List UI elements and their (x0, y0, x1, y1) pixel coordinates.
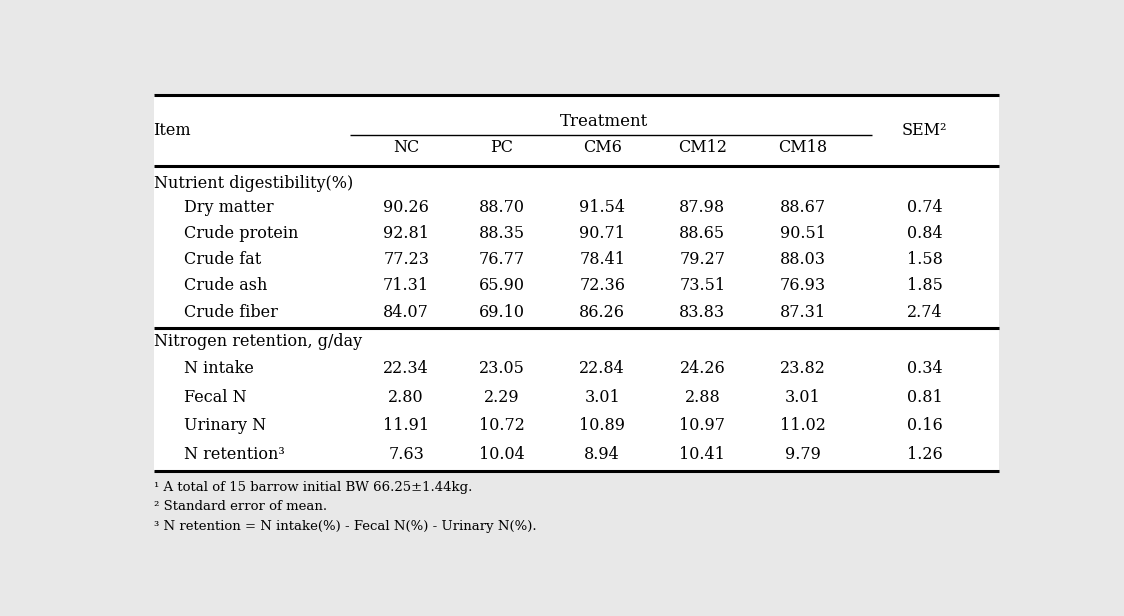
Text: 90.71: 90.71 (579, 225, 625, 242)
Text: 2.80: 2.80 (389, 389, 424, 406)
Text: 86.26: 86.26 (579, 304, 625, 320)
Text: Treatment: Treatment (560, 113, 649, 130)
Text: 0.74: 0.74 (907, 199, 942, 216)
Text: PC: PC (490, 139, 514, 156)
Text: 7.63: 7.63 (388, 446, 424, 463)
Text: 79.27: 79.27 (679, 251, 725, 269)
Text: Dry matter: Dry matter (184, 199, 273, 216)
Text: 88.35: 88.35 (479, 225, 525, 242)
Text: 83.83: 83.83 (679, 304, 725, 320)
Text: 10.04: 10.04 (479, 446, 525, 463)
Text: 73.51: 73.51 (679, 277, 725, 294)
Text: 88.03: 88.03 (780, 251, 825, 269)
Text: 1.58: 1.58 (907, 251, 942, 269)
Text: 65.90: 65.90 (479, 277, 525, 294)
Text: 1.26: 1.26 (907, 446, 942, 463)
Text: CM12: CM12 (678, 139, 727, 156)
Text: 23.05: 23.05 (479, 360, 525, 378)
Text: 0.16: 0.16 (907, 418, 942, 434)
Text: 9.79: 9.79 (785, 446, 821, 463)
Text: CM6: CM6 (582, 139, 622, 156)
Text: 23.82: 23.82 (780, 360, 825, 378)
Text: 2.74: 2.74 (907, 304, 942, 320)
Text: 3.01: 3.01 (785, 389, 821, 406)
Text: N intake: N intake (184, 360, 254, 378)
Text: 84.07: 84.07 (383, 304, 429, 320)
Text: 76.77: 76.77 (479, 251, 525, 269)
Text: Item: Item (154, 123, 191, 139)
Text: 10.72: 10.72 (479, 418, 525, 434)
Text: Crude protein: Crude protein (184, 225, 299, 242)
Text: 91.54: 91.54 (579, 199, 625, 216)
Text: 72.36: 72.36 (579, 277, 625, 294)
Text: 11.91: 11.91 (383, 418, 429, 434)
Text: ³ N retention = N intake(%) - Fecal N(%) - Urinary N(%).: ³ N retention = N intake(%) - Fecal N(%)… (154, 521, 536, 533)
Text: NC: NC (393, 139, 419, 156)
Text: SEM²: SEM² (901, 123, 948, 139)
Text: 1.85: 1.85 (907, 277, 942, 294)
Text: 78.41: 78.41 (579, 251, 625, 269)
Text: 71.31: 71.31 (383, 277, 429, 294)
Text: 2.88: 2.88 (685, 389, 720, 406)
Text: Nutrient digestibility(%): Nutrient digestibility(%) (154, 174, 353, 192)
Text: Crude ash: Crude ash (184, 277, 268, 294)
Text: Crude fiber: Crude fiber (184, 304, 278, 320)
Text: 24.26: 24.26 (680, 360, 725, 378)
Text: N retention³: N retention³ (184, 446, 284, 463)
Text: 69.10: 69.10 (479, 304, 525, 320)
Text: Crude fat: Crude fat (184, 251, 261, 269)
Text: 8.94: 8.94 (584, 446, 620, 463)
Text: Nitrogen retention, g/day: Nitrogen retention, g/day (154, 333, 362, 351)
Text: ² Standard error of mean.: ² Standard error of mean. (154, 500, 327, 513)
Text: 88.70: 88.70 (479, 199, 525, 216)
Text: 10.97: 10.97 (679, 418, 725, 434)
Text: 90.51: 90.51 (780, 225, 825, 242)
Text: 0.34: 0.34 (907, 360, 942, 378)
Text: 77.23: 77.23 (383, 251, 429, 269)
Text: 87.31: 87.31 (779, 304, 826, 320)
Bar (154, 95, 998, 471)
Text: Urinary N: Urinary N (184, 418, 266, 434)
Text: 88.67: 88.67 (779, 199, 826, 216)
Text: 0.84: 0.84 (907, 225, 942, 242)
Text: 2.29: 2.29 (484, 389, 519, 406)
Text: 22.34: 22.34 (383, 360, 429, 378)
Text: 88.65: 88.65 (679, 225, 725, 242)
Text: 90.26: 90.26 (383, 199, 429, 216)
Text: 3.01: 3.01 (584, 389, 620, 406)
Text: 76.93: 76.93 (779, 277, 826, 294)
Text: 11.02: 11.02 (780, 418, 825, 434)
Text: 10.89: 10.89 (579, 418, 625, 434)
Text: 87.98: 87.98 (679, 199, 725, 216)
Text: ¹ A total of 15 barrow initial BW 66.25±1.44kg.: ¹ A total of 15 barrow initial BW 66.25±… (154, 481, 472, 494)
Text: 92.81: 92.81 (383, 225, 429, 242)
Text: 0.81: 0.81 (907, 389, 942, 406)
Text: 10.41: 10.41 (679, 446, 725, 463)
Text: Fecal N: Fecal N (184, 389, 246, 406)
Text: 22.84: 22.84 (579, 360, 625, 378)
Text: CM18: CM18 (778, 139, 827, 156)
